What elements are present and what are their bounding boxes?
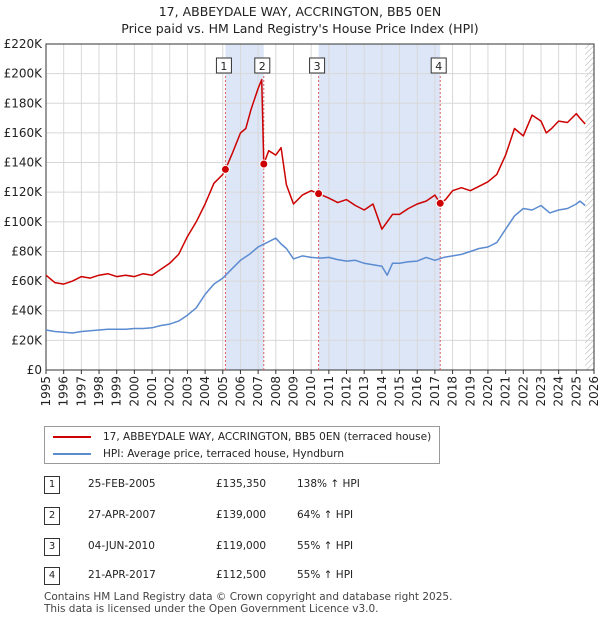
x-tick-label: 2009 [286, 376, 300, 407]
transaction-hpi-change: 55% ↑ HPI [297, 569, 354, 581]
transaction-date: 25-FEB-2005 [88, 478, 156, 490]
price-chart: £0 £20K £40K £60K £80K £100K £120K £140K £160K £1… [4, 37, 600, 407]
transaction-date: 27-APR-2007 [88, 509, 156, 521]
sale-label: 3 [314, 60, 321, 73]
x-tick-label: 2021 [499, 376, 513, 407]
x-tick-label: 2010 [304, 376, 318, 407]
x-tick-label: 2025 [569, 376, 583, 407]
y-tick-label: £160K [4, 126, 44, 140]
x-tick-label: 1997 [74, 376, 88, 407]
y-tick-label: £40K [11, 304, 43, 318]
x-tick-label: 2017 [428, 376, 442, 407]
y-tick-label: £120K [4, 185, 44, 199]
x-tick-label: 2012 [340, 376, 354, 407]
y-tick-label: £140K [4, 156, 44, 170]
forecast-hatch [585, 44, 594, 370]
sale-label-box [254, 57, 271, 74]
x-tick-label: 2014 [375, 376, 389, 407]
x-tick-label: 1996 [57, 376, 71, 407]
footer-licence: This data is licensed under the Open Gov… [44, 603, 379, 615]
x-tick-label: 2020 [481, 376, 495, 407]
x-tick-label: 2013 [357, 376, 371, 407]
x-tick-label: 1995 [39, 376, 53, 407]
x-tick-label: 2016 [410, 376, 424, 407]
x-tick-label: 2000 [127, 376, 141, 407]
x-tick-label: 2008 [269, 376, 283, 407]
sale-point [314, 189, 324, 199]
x-tick-label: 2005 [216, 376, 230, 407]
sale-label-box [309, 57, 326, 74]
sale-label-box [215, 57, 232, 74]
transaction-date: 04-JUN-2010 [88, 540, 155, 552]
x-tick-label: 2002 [163, 376, 177, 407]
transaction-price: £112,500 [216, 569, 267, 581]
transaction-price: £135,350 [216, 478, 267, 490]
y-tick-label: £80K [11, 244, 43, 258]
transaction-price: £139,000 [216, 509, 267, 521]
x-tick-label: 2026 [587, 376, 600, 407]
x-tick-label: 2015 [393, 376, 407, 407]
transaction-hpi-change: 55% ↑ HPI [297, 540, 354, 552]
x-tick-label: 1999 [110, 376, 124, 407]
x-tick-label: 2022 [516, 376, 530, 407]
legend-item-hpi: HPI: Average price, terraced house, Hynd… [53, 446, 344, 462]
transaction-hpi-change: 138% ↑ HPI [297, 478, 360, 490]
transaction-number: 3 [44, 538, 60, 556]
x-tick-label: 2011 [322, 376, 336, 407]
legend-line-property [53, 436, 91, 438]
chart-title: 17, ABBEYDALE WAY, ACCRINGTON, BB5 0EN [158, 4, 442, 19]
legend-label-property: 17, ABBEYDALE WAY, ACCRINGTON, BB5 0EN (… [103, 431, 432, 443]
x-tick-label: 1998 [92, 376, 106, 407]
sale-label: 2 [259, 60, 266, 73]
x-tick-label: 2006 [233, 376, 247, 407]
y-tick-label: £100K [4, 215, 44, 229]
y-tick-label: £180K [4, 96, 44, 110]
y-tick-label: £20K [11, 333, 43, 347]
plot-frame [45, 43, 595, 371]
x-tick-label: 2018 [446, 376, 460, 407]
y-tick-label: £200K [4, 67, 44, 81]
y-tick-label: £60K [11, 274, 43, 288]
legend-item-property: 17, ABBEYDALE WAY, ACCRINGTON, BB5 0EN (… [53, 429, 431, 445]
x-tick-label: 2023 [534, 376, 548, 407]
transaction-number: 2 [44, 507, 60, 525]
sale-point [435, 198, 445, 208]
transaction-hpi-change: 64% ↑ HPI [297, 509, 354, 521]
x-tick-label: 2003 [180, 376, 194, 407]
y-tick-label: £0 [27, 363, 42, 377]
transaction-date: 21-APR-2017 [88, 569, 156, 581]
x-tick-label: 2004 [198, 376, 212, 407]
y-tick-label: £220K [4, 37, 44, 51]
x-tick-label: 2007 [251, 376, 265, 407]
transaction-number: 1 [44, 476, 60, 494]
transaction-row: 2 27-APR-2007 £139,000 64% ↑ HPI [44, 507, 464, 527]
chart-subtitle: Price paid vs. HM Land Registry's House … [121, 21, 479, 36]
legend-line-hpi [53, 453, 91, 455]
hpi-line [45, 200, 586, 334]
transaction-price: £119,000 [216, 540, 267, 552]
x-tick-label: 2001 [145, 376, 159, 407]
footer-copyright: Contains HM Land Registry data © Crown c… [44, 591, 453, 603]
sale-label: 4 [435, 60, 442, 73]
sale-label: 1 [220, 60, 227, 73]
shaded-ownership-period [225, 44, 264, 370]
x-tick-label: 2024 [552, 376, 566, 407]
chart-legend: 17, ABBEYDALE WAY, ACCRINGTON, BB5 0EN (… [44, 426, 440, 464]
transaction-row: 3 04-JUN-2010 £119,000 55% ↑ HPI [44, 538, 464, 558]
sale-point [220, 164, 230, 174]
shaded-ownership-period [318, 44, 441, 370]
transaction-row: 1 25-FEB-2005 £135,350 138% ↑ HPI [44, 476, 464, 496]
transaction-number: 4 [44, 567, 60, 585]
sale-point [259, 159, 269, 169]
x-tick-label: 2019 [463, 376, 477, 407]
transaction-row: 4 21-APR-2017 £112,500 55% ↑ HPI [44, 567, 464, 587]
sale-label-box [430, 57, 447, 74]
legend-label-hpi: HPI: Average price, terraced house, Hynd… [103, 448, 345, 460]
